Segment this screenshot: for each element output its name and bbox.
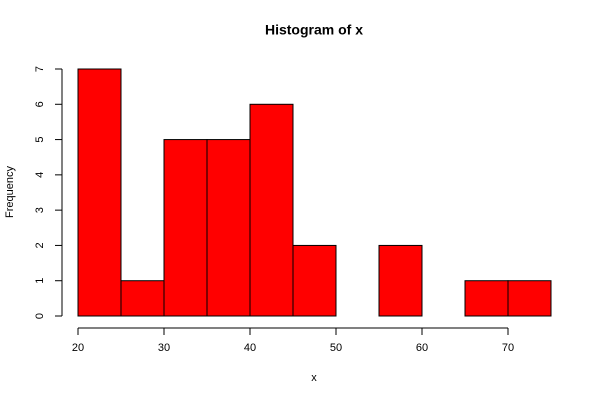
x-tick-label: 30 xyxy=(158,342,170,354)
x-tick-label: 70 xyxy=(502,342,514,354)
bar xyxy=(163,139,208,317)
x-tick-label: 40 xyxy=(244,342,256,354)
y-axis-label: Frequency xyxy=(4,166,16,218)
bar xyxy=(249,103,294,317)
bar xyxy=(206,139,251,317)
bar xyxy=(464,280,509,317)
y-tick-label: 2 xyxy=(34,242,46,248)
y-tick-label: 7 xyxy=(34,66,46,72)
x-axis-label: x xyxy=(311,372,317,384)
x-tick-label: 20 xyxy=(72,342,84,354)
chart-title: Histogram of x xyxy=(265,22,363,38)
x-tick-label: 50 xyxy=(330,342,342,354)
y-tick-label: 3 xyxy=(34,207,46,213)
y-tick-label: 5 xyxy=(34,137,46,143)
bar xyxy=(507,280,552,317)
bar xyxy=(120,280,165,317)
bar xyxy=(378,244,423,317)
y-tick-label: 1 xyxy=(34,278,46,284)
bar xyxy=(77,68,122,317)
x-tick-label: 60 xyxy=(416,342,428,354)
bar xyxy=(292,244,337,317)
y-tick-label: 6 xyxy=(34,101,46,107)
y-tick-label: 0 xyxy=(34,313,46,319)
y-tick-label: 4 xyxy=(34,172,46,178)
